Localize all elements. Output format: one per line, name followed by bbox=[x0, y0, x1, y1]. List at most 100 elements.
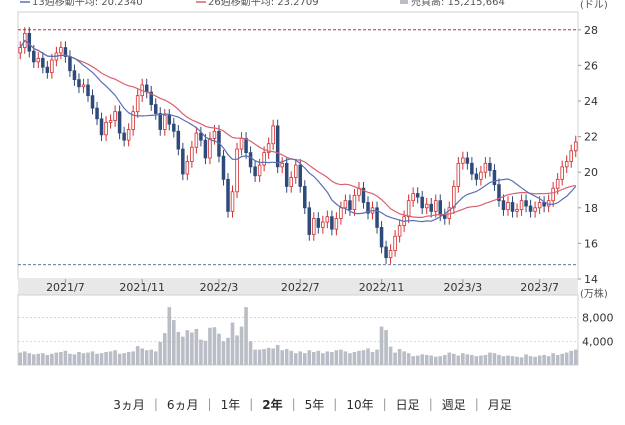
volume-bar bbox=[293, 353, 298, 365]
volume-bar bbox=[271, 348, 275, 365]
candle-body bbox=[275, 125, 280, 168]
interval-monthly[interactable]: 月足 bbox=[487, 397, 512, 412]
volume-bar bbox=[524, 354, 528, 365]
candle-body bbox=[375, 207, 379, 228]
volume-bar bbox=[429, 355, 434, 365]
candle-body bbox=[32, 50, 36, 63]
volume-bar bbox=[465, 354, 470, 365]
candle-body bbox=[433, 200, 438, 212]
volume-bar bbox=[551, 353, 555, 365]
volume-bar bbox=[501, 356, 506, 365]
range-1-year[interactable]: 1年 bbox=[220, 397, 241, 412]
volume-bar bbox=[153, 351, 158, 365]
volume-bar bbox=[248, 341, 253, 365]
volume-bar bbox=[135, 346, 140, 365]
price-panel-frame bbox=[17, 11, 579, 280]
volume-bar bbox=[411, 356, 415, 365]
range-3-months[interactable]: 3ヵ月 bbox=[113, 397, 145, 412]
candle-body bbox=[443, 214, 447, 219]
candle-body bbox=[226, 178, 230, 212]
date-tick-label: 2023/3 bbox=[443, 281, 482, 294]
reference-lines bbox=[18, 29, 578, 266]
volume-bar bbox=[456, 355, 461, 365]
volume-bar bbox=[199, 339, 203, 365]
volume-bar bbox=[289, 350, 294, 365]
candle-body bbox=[144, 84, 149, 93]
range-5-years[interactable]: 5年 bbox=[304, 397, 325, 412]
candle-body bbox=[194, 132, 199, 148]
range-separator: | bbox=[249, 397, 254, 411]
candle-body bbox=[379, 226, 384, 248]
candle-body bbox=[316, 218, 321, 228]
range-6-months[interactable]: 6ヵ月 bbox=[166, 397, 199, 412]
volume-bar bbox=[461, 353, 465, 365]
candle-body bbox=[406, 200, 411, 218]
candle-body bbox=[199, 132, 203, 141]
candle-body bbox=[393, 235, 397, 251]
candle-body bbox=[122, 132, 126, 141]
volume-bar bbox=[41, 353, 45, 365]
candle-body bbox=[149, 91, 153, 105]
volume-bar bbox=[452, 353, 456, 365]
volume-legend-label: 売買高: 15,215,664 bbox=[411, 0, 505, 8]
candle-body bbox=[298, 164, 303, 187]
candle-body bbox=[212, 130, 217, 139]
volume-bar bbox=[99, 353, 104, 365]
volume-bar bbox=[108, 351, 113, 365]
candle-body bbox=[348, 200, 352, 210]
volume-bar bbox=[63, 350, 68, 365]
candle-body bbox=[429, 203, 433, 212]
volume-bar bbox=[22, 351, 27, 365]
volume-bar bbox=[330, 352, 334, 365]
volume-bar bbox=[95, 353, 99, 365]
price-tick-label: 14 bbox=[584, 273, 598, 286]
volume-bar bbox=[339, 349, 343, 365]
candle-body bbox=[244, 137, 248, 154]
candle-body bbox=[190, 146, 194, 162]
volume-bar bbox=[546, 356, 551, 365]
candle-body bbox=[560, 166, 564, 180]
volume-bar bbox=[298, 351, 303, 365]
candle-body bbox=[506, 202, 510, 210]
volume-bar bbox=[185, 330, 190, 365]
time-range-selector: 3ヵ月 | 6ヵ月 | 1年 | 2年 | 5年 | 10年 | 日足 | 週足… bbox=[0, 392, 625, 416]
volume-bar bbox=[257, 349, 262, 365]
date-tick-label: 2022/7 bbox=[281, 281, 320, 294]
volume-bar bbox=[564, 352, 569, 365]
volume-bar bbox=[479, 355, 483, 365]
candle-body bbox=[257, 164, 262, 177]
candle-body bbox=[158, 113, 163, 130]
volume-bars bbox=[18, 307, 578, 365]
volume-bar bbox=[515, 356, 519, 365]
candle-body bbox=[41, 57, 45, 68]
date-tick-label: 2022/3 bbox=[200, 281, 239, 294]
volume-bar bbox=[379, 326, 384, 365]
volume-bar bbox=[54, 352, 59, 365]
candle-body bbox=[542, 202, 546, 207]
volume-bar bbox=[239, 326, 244, 365]
volume-bar bbox=[528, 356, 533, 365]
candle-body bbox=[564, 161, 569, 168]
price-tick-label: 28 bbox=[584, 24, 598, 37]
volume-bar bbox=[510, 356, 515, 365]
interval-daily[interactable]: 日足 bbox=[395, 397, 420, 412]
volume-bar bbox=[537, 355, 542, 365]
volume-bar bbox=[190, 332, 194, 365]
date-axis-band bbox=[18, 279, 578, 295]
candle-body bbox=[289, 177, 293, 187]
interval-weekly[interactable]: 週足 bbox=[441, 397, 466, 412]
candle-body bbox=[230, 191, 235, 212]
volume-bar bbox=[555, 354, 560, 365]
volume-bar bbox=[533, 356, 537, 365]
volume-bar bbox=[18, 352, 23, 365]
volume-bar bbox=[415, 355, 420, 365]
volume-bar bbox=[375, 349, 379, 365]
range-separator: | bbox=[428, 397, 433, 411]
volume-bar bbox=[230, 322, 235, 365]
range-10-years[interactable]: 10年 bbox=[346, 397, 374, 412]
ma13-line bbox=[19, 39, 577, 223]
price-tick-label: 16 bbox=[584, 237, 598, 250]
range-2-years[interactable]: 2年 bbox=[262, 397, 283, 412]
volume-bar bbox=[424, 354, 429, 365]
candle-body bbox=[461, 157, 465, 164]
